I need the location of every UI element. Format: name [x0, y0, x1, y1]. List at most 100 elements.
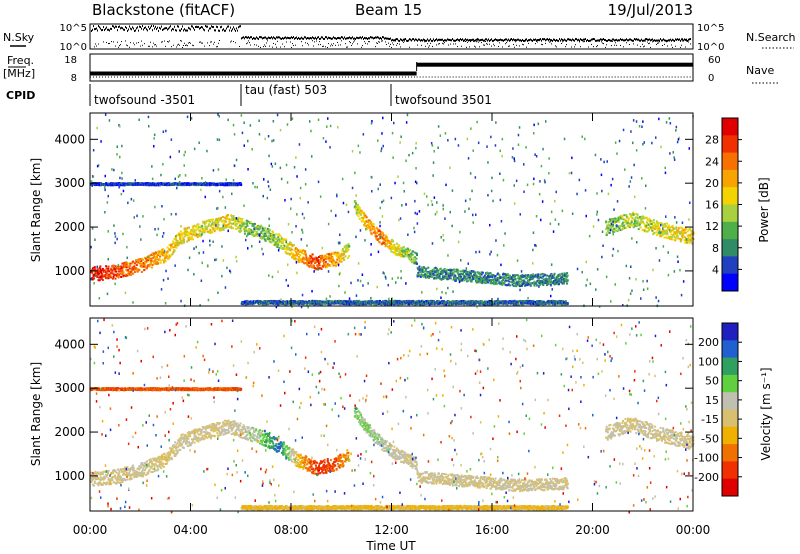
nsky-point	[476, 38, 477, 41]
nsky-point	[515, 39, 516, 42]
power-echo	[183, 238, 185, 241]
power-echo	[335, 261, 338, 264]
power-echo	[337, 256, 340, 259]
power-echo	[226, 224, 229, 227]
power-echo	[407, 250, 410, 253]
power-echo	[304, 253, 307, 256]
power-echo	[661, 230, 663, 233]
power-echo	[305, 256, 308, 259]
nsearch-point	[378, 41, 379, 43]
power-echo	[674, 231, 677, 234]
nsky-point	[534, 38, 535, 41]
nsky-point	[104, 29, 105, 32]
power-echo	[253, 222, 256, 225]
power-echo	[198, 226, 201, 229]
power-echo	[358, 206, 361, 209]
nsearch-point	[305, 42, 306, 44]
nsky-point	[245, 36, 246, 39]
nsky-point	[270, 37, 271, 40]
power-echo	[668, 226, 671, 229]
power-echo	[406, 249, 409, 252]
nsky-point	[399, 39, 400, 42]
nsky-point	[262, 37, 263, 40]
nsearch-point	[404, 40, 405, 42]
nsky-point	[664, 39, 665, 42]
power-echo	[328, 257, 331, 260]
power-echo	[488, 275, 491, 278]
nsearch-point	[295, 44, 296, 46]
power-echo	[486, 279, 489, 282]
nsky-point	[660, 38, 661, 41]
power-echo	[253, 229, 256, 232]
nsky-point	[364, 36, 365, 39]
power-echo	[210, 230, 213, 233]
power-echo	[401, 246, 404, 249]
power-echo	[154, 252, 157, 255]
nsky-point	[340, 37, 341, 40]
power-echo	[407, 248, 410, 251]
nsearch-point	[403, 41, 404, 43]
nsearch-point	[155, 44, 156, 46]
nsearch-point	[293, 45, 294, 47]
power-echo	[268, 240, 271, 243]
power-echo	[623, 224, 626, 227]
nsky-point	[663, 38, 664, 41]
power-echo	[608, 227, 611, 230]
nsearch-point	[680, 46, 681, 48]
power-echo	[424, 273, 427, 276]
power-echo	[166, 246, 169, 249]
nsky-point	[430, 38, 431, 41]
power-echo	[453, 268, 456, 271]
power-echo	[274, 233, 277, 236]
nsky-point	[342, 36, 343, 39]
power-echo	[544, 274, 547, 277]
power-echo	[171, 242, 174, 245]
nsearch-point	[199, 41, 200, 43]
power-echo	[333, 261, 336, 263]
nsearch-point	[611, 45, 612, 47]
power-echo	[543, 278, 546, 281]
nsky-point	[575, 38, 576, 41]
nsearch-point	[536, 40, 537, 42]
power-echo	[118, 265, 121, 268]
power-echo	[439, 267, 442, 270]
power-echo	[460, 275, 462, 278]
nsky-point	[100, 27, 101, 30]
power-echo	[255, 227, 258, 230]
power-echo	[368, 225, 371, 228]
power-echo	[237, 220, 240, 223]
nsky-point	[206, 25, 207, 28]
nsky-point	[603, 38, 604, 41]
power-echo	[441, 269, 444, 272]
power-echo	[137, 261, 140, 264]
power-echo	[169, 248, 172, 251]
nsky-point	[133, 27, 134, 30]
power-echo	[387, 245, 390, 248]
nsearch-point	[493, 43, 494, 45]
power-echo	[550, 280, 553, 283]
power-echo	[668, 227, 671, 230]
power-echo	[331, 262, 334, 265]
power-echo	[566, 279, 569, 282]
power-echo	[206, 227, 209, 230]
power-echo	[642, 215, 645, 218]
power-echo	[260, 236, 263, 239]
nsky-point	[657, 39, 658, 42]
power-echo	[302, 249, 305, 252]
power-echo	[428, 275, 431, 278]
power-echo	[457, 278, 460, 281]
nsky-point	[501, 39, 502, 42]
power-echo	[657, 231, 660, 234]
power-echo	[491, 276, 494, 279]
power-echo	[240, 223, 243, 226]
nsearch-point	[148, 45, 149, 47]
power-echo	[687, 239, 690, 242]
power-echo	[324, 262, 327, 264]
power-echo	[389, 247, 392, 250]
power-echo	[441, 271, 444, 274]
power-echo	[669, 236, 672, 238]
nsearch-point	[640, 46, 641, 48]
nsky-point	[475, 39, 476, 42]
nsky-point	[289, 37, 290, 40]
cpid-row: CPID twofsound -3501 tau (fast) 503 twof…	[6, 83, 492, 107]
